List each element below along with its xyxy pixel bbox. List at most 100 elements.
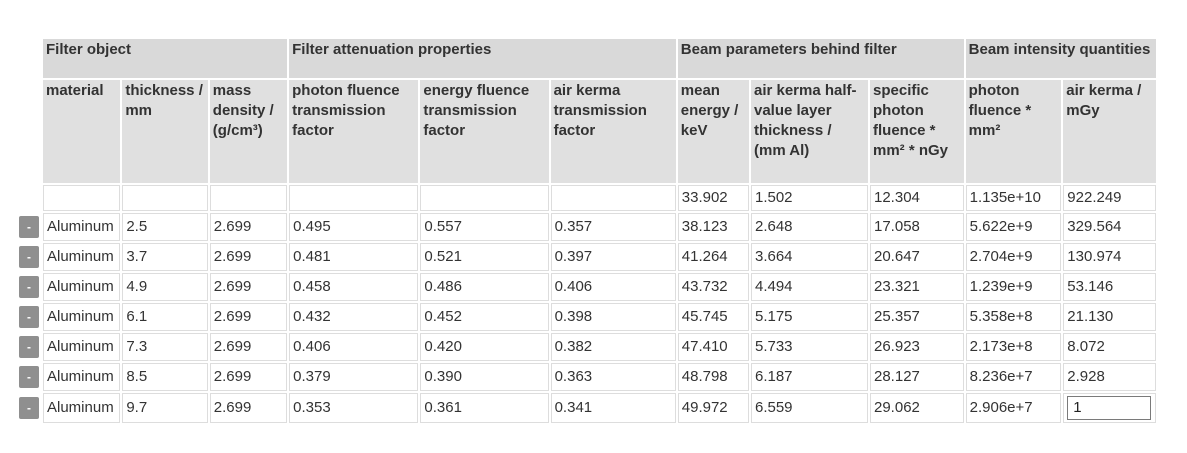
table-cell: Aluminum <box>43 303 121 331</box>
table-cell: 0.363 <box>550 363 676 391</box>
table-cell: 1.239e+9 <box>965 273 1062 301</box>
table-body: 33.902 1.502 12.304 1.135e+10 922.249 Aluminu… <box>43 185 1156 423</box>
remove-row-button[interactable]: - <box>19 216 39 238</box>
reference-cell <box>420 185 549 211</box>
table-cell: 9.7 <box>122 393 208 423</box>
table-cell: 0.361 <box>420 393 549 423</box>
table-cell: 6.559 <box>750 393 868 423</box>
column-header: air kerma / mGy <box>1063 80 1156 183</box>
remove-row-button[interactable]: - <box>19 276 39 298</box>
table-cell: 53.146 <box>1063 273 1156 301</box>
table-cell: 0.398 <box>550 303 676 331</box>
remove-row-button[interactable]: - <box>19 336 39 358</box>
table-row: Aluminum 9.7 2.699 0.353 0.361 0.341 49.972 6.5… <box>43 393 1156 423</box>
table-cell: 2.928 <box>1063 363 1156 391</box>
column-header: specific photon fluence * mm² * nGy <box>870 80 964 183</box>
table-cell: 26.923 <box>870 333 964 361</box>
table-cell: 25.357 <box>870 303 964 331</box>
table-cell: 45.745 <box>677 303 749 331</box>
reference-cell: 1.502 <box>750 185 868 211</box>
table-cell: 20.647 <box>870 243 964 271</box>
table-cell: 0.406 <box>550 273 676 301</box>
table-cell <box>1063 393 1156 423</box>
table-cell: 0.486 <box>420 273 549 301</box>
table-cell: 2.699 <box>209 273 288 301</box>
table-cell: 8.236e+7 <box>965 363 1062 391</box>
group-header: Beam intensity quantities <box>965 39 1156 78</box>
reference-cell: 33.902 <box>677 185 749 211</box>
table-cell: Aluminum <box>43 213 121 241</box>
column-header: photon fluence transmission factor <box>289 80 419 183</box>
table-cell: 47.410 <box>677 333 749 361</box>
table-cell: Aluminum <box>43 333 121 361</box>
table-cell: 0.458 <box>289 273 419 301</box>
table-cell: 21.130 <box>1063 303 1156 331</box>
table-cell: Aluminum <box>43 393 121 423</box>
table-cell: 5.622e+9 <box>965 213 1062 241</box>
table-row: Aluminum 3.7 2.699 0.481 0.521 0.397 41.264 3.6… <box>43 243 1156 271</box>
table-cell: 0.495 <box>289 213 419 241</box>
reference-cell <box>122 185 208 211</box>
reference-cell <box>550 185 676 211</box>
table-cell: 2.648 <box>750 213 868 241</box>
table-cell: 2.906e+7 <box>965 393 1062 423</box>
column-header: air kerma half- value layer thickness / … <box>750 80 868 183</box>
column-header: energy fluence transmission factor <box>420 80 549 183</box>
table-cell: 28.127 <box>870 363 964 391</box>
table-cell: 8.5 <box>122 363 208 391</box>
table-cell: 0.397 <box>550 243 676 271</box>
group-header-row: Filter object Filter attenuation properti… <box>43 39 1156 78</box>
table-row: Aluminum 2.5 2.699 0.495 0.557 0.357 38.123 2.6… <box>43 213 1156 241</box>
column-header-row: material thickness / mm mass density / (g/… <box>43 80 1156 183</box>
table-cell: 17.058 <box>870 213 964 241</box>
table-cell: 5.733 <box>750 333 868 361</box>
table-cell: 0.557 <box>420 213 549 241</box>
reference-cell: 922.249 <box>1063 185 1156 211</box>
table-row: Aluminum 8.5 2.699 0.379 0.390 0.363 48.798 6.1… <box>43 363 1156 391</box>
table-cell: Aluminum <box>43 363 121 391</box>
table-cell: 2.173e+8 <box>965 333 1062 361</box>
table-cell: 0.341 <box>550 393 676 423</box>
table-cell: 0.406 <box>289 333 419 361</box>
table-cell: 0.357 <box>550 213 676 241</box>
table-cell: 329.564 <box>1063 213 1156 241</box>
column-header: thickness / mm <box>122 80 208 183</box>
table-cell: 8.072 <box>1063 333 1156 361</box>
table-cell: 2.699 <box>209 213 288 241</box>
table-cell: Aluminum <box>43 273 121 301</box>
column-header: material <box>43 80 121 183</box>
table-cell: 41.264 <box>677 243 749 271</box>
table-cell: 2.699 <box>209 243 288 271</box>
column-header: air kerma transmission factor <box>550 80 676 183</box>
remove-row-button[interactable]: - <box>19 246 39 268</box>
table-cell: 6.187 <box>750 363 868 391</box>
air-kerma-input[interactable] <box>1067 395 1152 420</box>
table-cell: 130.974 <box>1063 243 1156 271</box>
table-cell: 2.699 <box>209 303 288 331</box>
table-cell: 48.798 <box>677 363 749 391</box>
table-cell: 6.1 <box>122 303 208 331</box>
table-cell: 0.382 <box>550 333 676 361</box>
table-cell: 43.732 <box>677 273 749 301</box>
table-cell: 29.062 <box>870 393 964 423</box>
remove-row-button[interactable]: - <box>19 306 39 328</box>
reference-cell: 1.135e+10 <box>965 185 1062 211</box>
table-cell: 2.699 <box>209 363 288 391</box>
reference-cell <box>209 185 288 211</box>
table-cell: 23.321 <box>870 273 964 301</box>
table-row: Aluminum 4.9 2.699 0.458 0.486 0.406 43.732 4.4… <box>43 273 1156 301</box>
table-cell: 4.494 <box>750 273 868 301</box>
table-cell: 2.699 <box>209 393 288 423</box>
table-cell: 4.9 <box>122 273 208 301</box>
table-row: Aluminum 7.3 2.699 0.406 0.420 0.382 47.410 5.7… <box>43 333 1156 361</box>
table-cell: 0.452 <box>420 303 549 331</box>
remove-row-button[interactable]: - <box>19 366 39 388</box>
table-cell: 0.390 <box>420 363 549 391</box>
table-cell: 0.521 <box>420 243 549 271</box>
filter-table: Filter object Filter attenuation properti… <box>41 37 1158 425</box>
remove-row-button[interactable]: - <box>19 397 39 419</box>
column-header: mean energy / keV <box>677 80 749 183</box>
group-header: Filter object <box>43 39 288 78</box>
group-header: Filter attenuation properties <box>289 39 676 78</box>
table-cell: 0.481 <box>289 243 419 271</box>
